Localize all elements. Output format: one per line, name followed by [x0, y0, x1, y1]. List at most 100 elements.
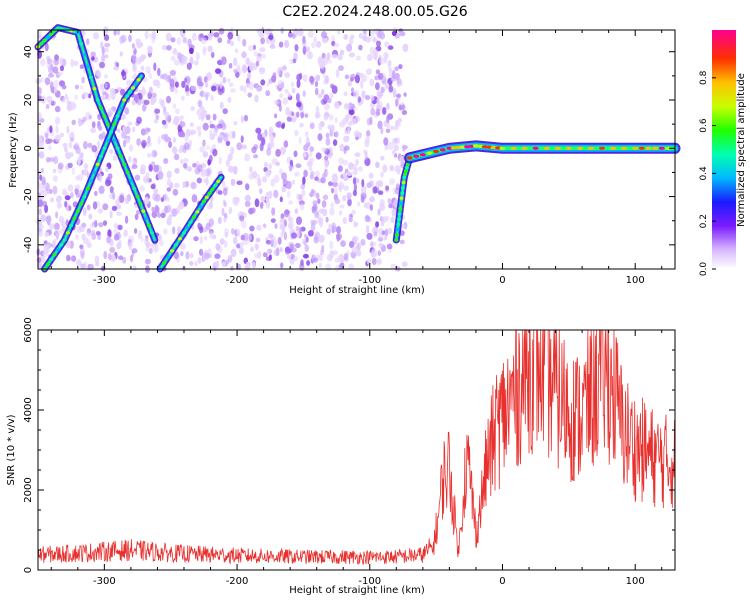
noise-speckle — [232, 165, 238, 175]
noise-speckle — [74, 187, 79, 195]
noise-speckle — [331, 222, 337, 231]
track-blob — [118, 154, 123, 158]
noise-speckle — [166, 170, 172, 179]
noise-speckle — [292, 256, 299, 262]
noise-speckle — [343, 171, 347, 180]
noise-speckle — [160, 100, 165, 109]
noise-speckle — [94, 69, 101, 76]
noise-speckle — [120, 88, 126, 96]
noise-speckle — [151, 211, 158, 219]
noise-speckle — [251, 146, 257, 154]
noise-speckle — [391, 137, 398, 145]
noise-speckle — [248, 81, 255, 90]
track-blob — [85, 186, 90, 191]
noise-speckle — [296, 73, 302, 81]
noise-speckle — [224, 228, 229, 235]
noise-speckle — [282, 122, 286, 128]
noise-speckle — [200, 89, 204, 98]
noise-speckle — [244, 194, 251, 202]
noise-speckle — [122, 126, 126, 132]
noise-speckle — [99, 83, 106, 91]
noise-speckle — [217, 37, 223, 43]
noise-speckle — [154, 108, 161, 114]
noise-speckle — [376, 40, 381, 47]
noise-speckle — [172, 188, 179, 196]
noise-speckle — [321, 88, 325, 95]
noise-speckle — [57, 71, 63, 77]
noise-speckle — [53, 79, 59, 89]
x-tick-label: -100 — [358, 275, 381, 286]
noise-speckle — [178, 201, 185, 210]
noise-speckle — [350, 34, 355, 40]
noise-speckle — [385, 185, 390, 191]
noise-speckle — [38, 192, 42, 199]
noise-speckle — [85, 111, 91, 121]
noise-speckle — [324, 111, 330, 119]
noise-speckle — [259, 67, 265, 75]
track-blob — [75, 209, 80, 213]
noise-speckle — [281, 81, 285, 89]
noise-speckle — [377, 237, 384, 242]
noise-speckle — [145, 243, 150, 253]
colorbar-tick-label: 0.4 — [699, 166, 709, 181]
noise-speckle — [172, 49, 179, 56]
noise-speckle — [132, 164, 138, 170]
noise-speckle — [202, 122, 209, 131]
noise-speckle — [140, 54, 147, 60]
noise-speckle — [334, 116, 338, 123]
spectrogram-x-ticks: -300 -200 -100 0 100 — [50, 30, 663, 286]
noise-speckle — [116, 211, 122, 217]
noise-speckle — [256, 28, 263, 34]
noise-speckle — [219, 81, 223, 89]
noise-speckle — [312, 200, 318, 205]
noise-speckle — [254, 94, 259, 103]
noise-speckle — [124, 196, 129, 204]
track-blob — [69, 223, 74, 228]
noise-speckle — [174, 81, 179, 88]
noise-speckle — [225, 140, 231, 146]
noise-speckle — [107, 253, 112, 261]
noise-speckle — [390, 216, 395, 224]
noise-speckle — [375, 82, 380, 91]
noise-speckle — [74, 184, 81, 190]
noise-speckle — [320, 249, 324, 256]
noise-speckle — [74, 94, 78, 101]
noise-speckle — [361, 179, 365, 188]
noise-speckle — [241, 51, 247, 59]
noise-speckle — [137, 98, 142, 106]
noise-speckle — [237, 33, 241, 42]
noise-speckle — [156, 79, 160, 86]
track-blob — [55, 248, 60, 252]
noise-speckle — [163, 193, 168, 202]
noise-speckle — [45, 103, 50, 110]
track-blob — [174, 243, 178, 247]
noise-speckle — [257, 132, 263, 141]
noise-speckle — [206, 145, 211, 151]
noise-speckle — [393, 144, 399, 152]
noise-speckle — [247, 92, 252, 98]
track-blob — [210, 187, 215, 191]
noise-speckle — [44, 42, 49, 52]
noise-speckle — [58, 216, 65, 224]
noise-speckle — [334, 198, 341, 205]
noise-speckle — [202, 151, 209, 158]
noise-speckle — [140, 65, 145, 71]
noise-speckle — [291, 33, 296, 39]
noise-speckle — [332, 181, 338, 188]
noise-speckle — [96, 140, 101, 150]
noise-speckle — [324, 159, 329, 169]
noise-speckle — [332, 250, 339, 256]
noise-speckle — [104, 54, 109, 59]
noise-speckle — [136, 42, 141, 47]
noise-speckle — [61, 58, 67, 67]
noise-speckle — [375, 108, 381, 116]
noise-speckle — [206, 204, 213, 210]
noise-speckle — [215, 68, 222, 74]
noise-speckle — [65, 96, 70, 105]
noise-speckle — [332, 139, 338, 147]
noise-speckle — [306, 45, 311, 53]
noise-speckle — [52, 168, 57, 174]
track-blob — [204, 195, 209, 199]
noise-speckle — [265, 90, 271, 97]
